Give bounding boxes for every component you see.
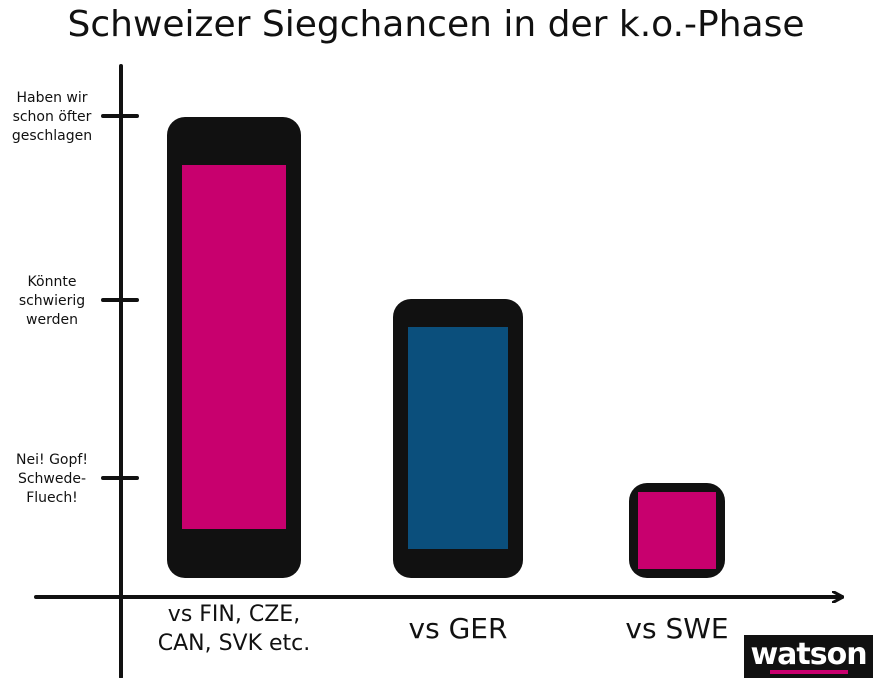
x-tick-label-line: vs GER [409, 612, 508, 645]
x-tick-label: vs SWE [625, 612, 728, 645]
x-tick-label-line: vs SWE [625, 612, 728, 645]
x-tick-label: vs GER [409, 612, 508, 645]
y-tick-label-line: Fluech! [26, 490, 78, 506]
watson-logo: watson [744, 635, 873, 678]
y-tick-label: Könnte schwierig werden [19, 274, 85, 328]
bar [182, 165, 286, 529]
y-tick-label-line: Schwede- [18, 471, 86, 487]
logo-underline [769, 669, 848, 674]
bar [408, 327, 508, 549]
x-tick-label-line: vs FIN, CZE, [168, 602, 300, 627]
chart-title: Schweizer Siegchancen in der k.o.-Phase [68, 4, 805, 45]
y-tick-label-line: Nei! Gopf! [16, 452, 88, 468]
y-tick-label: Haben wir schon öfter geschlagen [12, 90, 92, 144]
y-tick-label: Nei! Gopf! Schwede- Fluech! [16, 452, 88, 506]
y-tick-label-line: werden [26, 312, 78, 328]
x-tick-label: vs FIN, CZE, CAN, SVK etc. [158, 602, 311, 656]
y-tick-label-line: Könnte [28, 274, 77, 290]
y-tick-label-line: geschlagen [12, 128, 92, 144]
bar [638, 492, 716, 569]
y-tick-label-line: Haben wir [16, 90, 87, 106]
x-tick-label-line: CAN, SVK etc. [158, 631, 311, 656]
y-tick-label-line: schon öfter [13, 109, 92, 125]
y-tick-label-line: schwierig [19, 293, 85, 309]
logo-text: watson [750, 636, 867, 672]
